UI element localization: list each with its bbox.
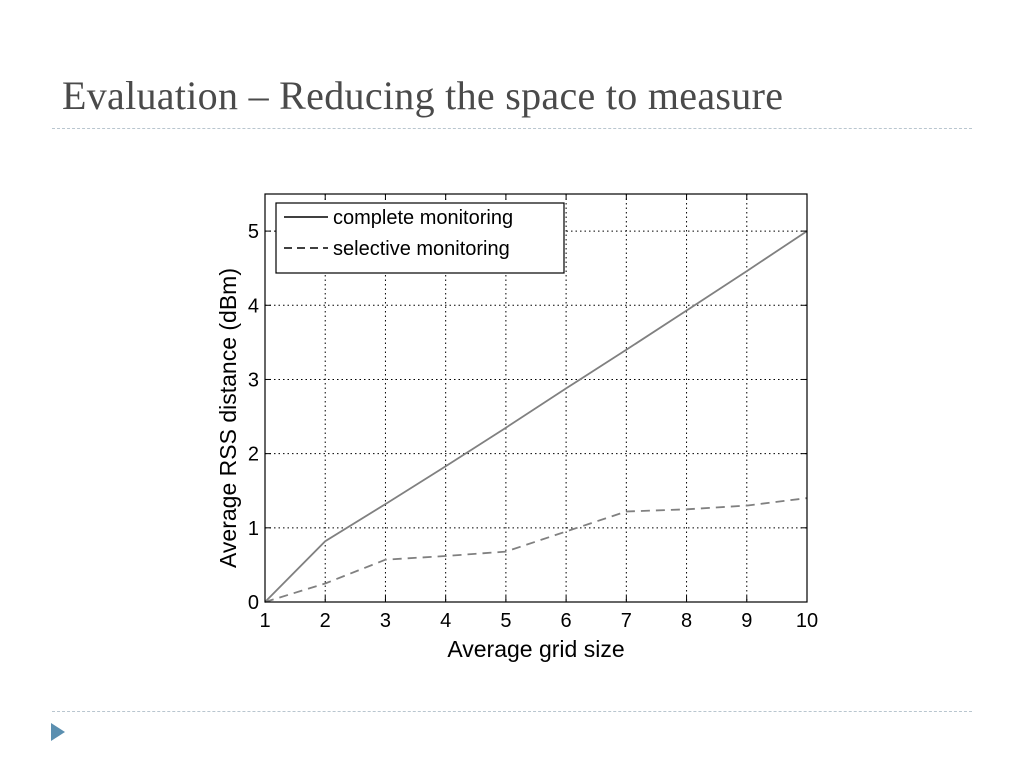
x-tick-label: 5 [500, 610, 511, 632]
plot-frame [264, 193, 808, 603]
legend-entry-label: selective monitoring [333, 238, 510, 260]
x-tick-label: 8 [681, 610, 692, 632]
y-tick-label: 1 [248, 518, 259, 540]
y-tick-label: 4 [248, 295, 259, 317]
x-tick-label: 4 [440, 610, 451, 632]
legend-entry-label: complete monitoring [333, 207, 513, 229]
x-tick-label: 3 [380, 610, 391, 632]
y-axis-label: Average RSS distance (dBm) [215, 268, 241, 568]
x-tick-label: 1 [259, 610, 270, 632]
series-line-selective-monitoring [264, 497, 808, 603]
y-tick-label: 0 [248, 592, 259, 614]
legend: complete monitoring selective monitoring [275, 202, 565, 274]
x-tick-label: 9 [741, 610, 752, 632]
title-divider [52, 128, 972, 129]
footer-divider [52, 711, 972, 712]
x-tick-label: 10 [796, 610, 818, 632]
series-layer [264, 230, 808, 603]
x-tick-label: 6 [561, 610, 572, 632]
x-tick-label: 2 [320, 610, 331, 632]
x-tick-label: 7 [621, 610, 632, 632]
legend-box [275, 202, 565, 274]
triangle-bullet-icon [51, 723, 65, 741]
y-tick-label: 5 [248, 221, 259, 243]
series-line-complete-monitoring [264, 230, 808, 603]
y-tick-label: 2 [248, 444, 259, 466]
x-axis-label: Average grid size [447, 636, 624, 662]
slide-title: Evaluation – Reducing the space to measu… [62, 73, 784, 118]
y-tick-label: 3 [248, 369, 259, 391]
